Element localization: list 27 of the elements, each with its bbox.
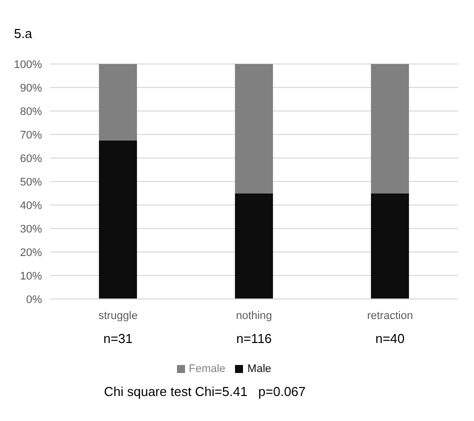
x-tick-label: struggle xyxy=(98,310,138,322)
chart-title: 5.a xyxy=(14,26,32,41)
text: n=40 xyxy=(375,331,405,346)
bar xyxy=(98,140,137,299)
legend-label: Male xyxy=(247,363,272,375)
x-tick-label: retraction xyxy=(367,310,413,322)
bar xyxy=(234,193,273,299)
x-tick-label: nothing xyxy=(236,310,272,322)
y-tick-label: 70% xyxy=(20,129,42,142)
legend-label: Female xyxy=(188,363,226,375)
text: n=116 xyxy=(236,331,272,346)
y-tick-label: 30% xyxy=(20,223,42,236)
bar xyxy=(370,193,409,299)
text: n=31 xyxy=(103,331,133,346)
y-tick-label: 100% xyxy=(14,58,42,71)
text: Chi square test Chi=5.41 p=0.067 xyxy=(104,384,306,399)
y-tick-label: 20% xyxy=(20,246,42,259)
bar xyxy=(370,64,409,194)
y-tick-label: 60% xyxy=(20,152,42,165)
y-tick-label: 0% xyxy=(26,294,42,306)
y-tick-label: 40% xyxy=(20,200,42,212)
bar xyxy=(234,64,273,194)
y-tick-label: 10% xyxy=(20,270,42,282)
bar xyxy=(98,64,137,140)
y-tick-label: 90% xyxy=(20,82,42,94)
y-tick-label: 50% xyxy=(20,176,42,188)
y-tick-label: 80% xyxy=(20,106,42,118)
